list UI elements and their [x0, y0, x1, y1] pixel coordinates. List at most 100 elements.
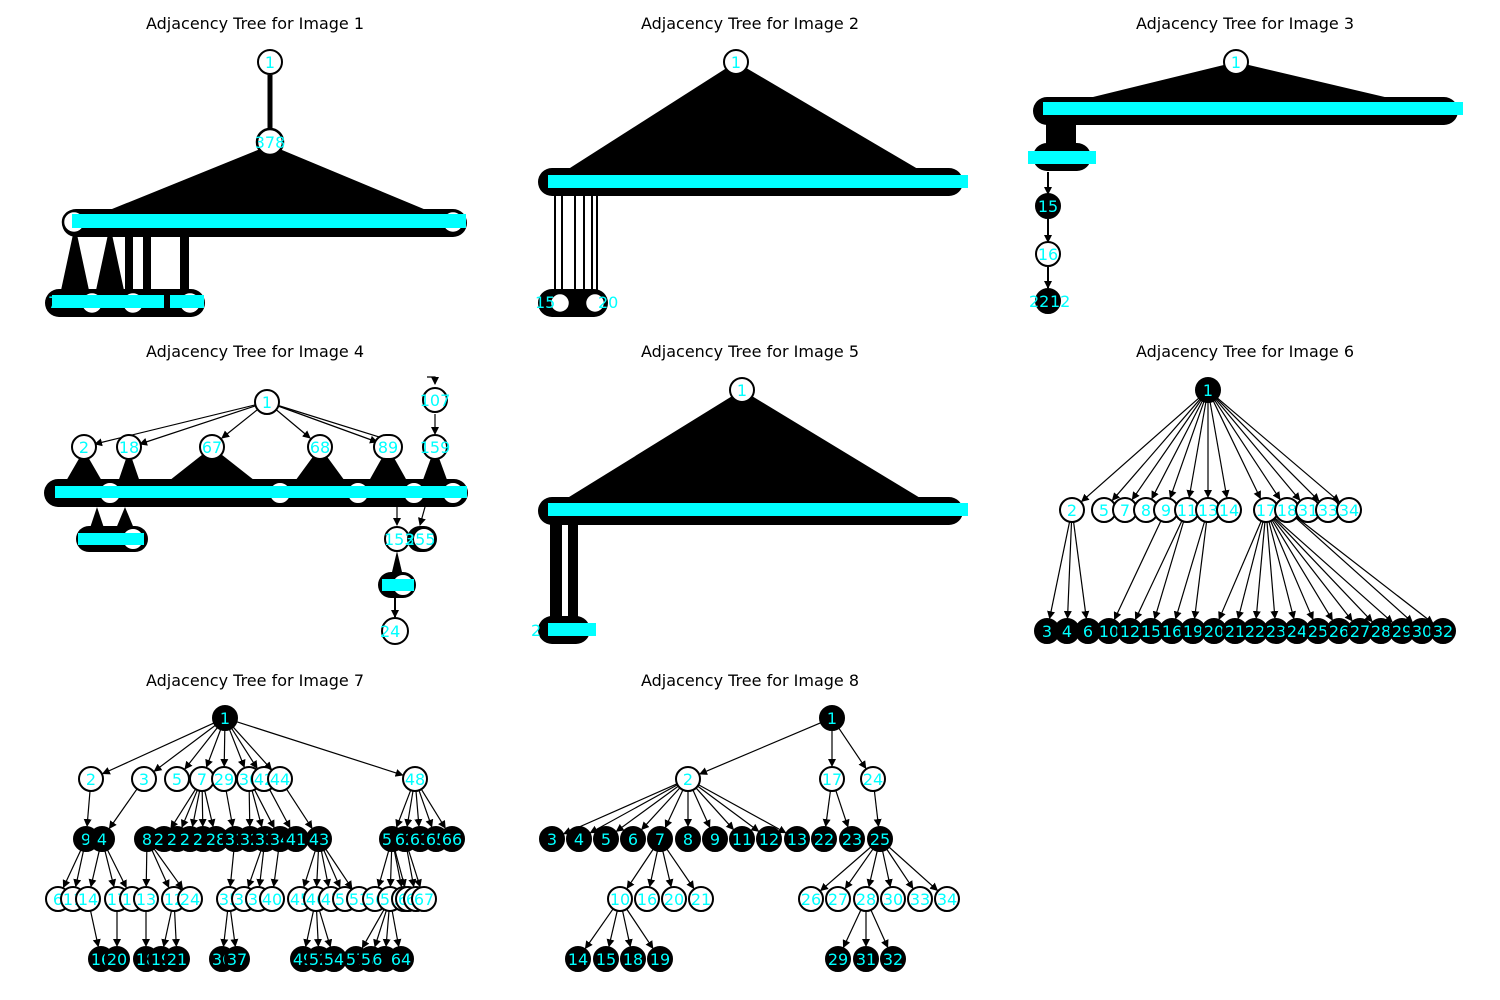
tree6-edge: [1273, 518, 1373, 623]
tree1-edge-bundle: [143, 225, 151, 295]
tree-node-label: 27: [1350, 622, 1370, 641]
tree-node-label: 28: [856, 890, 876, 909]
tree-node-label: 20: [664, 890, 684, 909]
tree7-edge: [153, 724, 216, 772]
tree-node: [880, 886, 906, 912]
tree-node: [1336, 497, 1362, 523]
tree7-edge: [414, 790, 423, 828]
tree7-edge: [161, 910, 173, 948]
tree-node-label: 31: [856, 950, 876, 969]
tree6-graph: 12 5 7 8 9 11 13 14 17 18 31 33 343 4 6 10 12 15 16 19 20 21 2…: [1034, 377, 1456, 644]
tree-node: [548, 291, 572, 315]
tree-node-label: 31: [1298, 501, 1318, 520]
tree-node-label: 30: [883, 890, 903, 909]
tree4-edge: [139, 401, 268, 446]
tree6-edge: [1296, 516, 1434, 624]
tree-node-label: 3: [547, 830, 557, 849]
tree8-edge: [835, 790, 850, 828]
tree-node: [131, 766, 157, 792]
tree6-edge: [1209, 401, 1230, 499]
tree-node: [566, 826, 592, 852]
tree7-edge: [256, 850, 265, 888]
tree-node-label: 2: [1067, 501, 1077, 520]
tree-node-label: 4: [97, 830, 107, 849]
tree-node: [199, 434, 225, 460]
tree-node: [539, 826, 565, 852]
tree-node: [756, 826, 782, 852]
tree6-edge: [1080, 397, 1200, 503]
tree8-edge: [662, 850, 674, 888]
tree4-node-label: 24: [380, 622, 400, 641]
tree-node: [1195, 377, 1221, 403]
tree-node-label: 14: [78, 890, 98, 909]
tree-node: [620, 946, 646, 972]
tree6-edge: [1212, 400, 1261, 500]
tree7-edge: [391, 910, 402, 948]
tree6-edge: [1134, 520, 1183, 621]
tree-node: [381, 617, 409, 645]
tree-node-label: 11: [732, 830, 752, 849]
tree7-edge: [318, 910, 333, 948]
tree-node-label: 24: [1287, 622, 1307, 641]
tree8-edge: [842, 909, 862, 949]
tree8-edge: [584, 908, 614, 950]
tree-node: [819, 705, 845, 731]
tree7-edge: [386, 850, 395, 888]
tree8-edge: [626, 908, 654, 950]
tree-node: [104, 946, 130, 972]
tree8-edge: [881, 850, 893, 888]
tree-node: [439, 826, 465, 852]
tree-node: [784, 826, 810, 852]
tree-node-label: 48: [405, 770, 425, 789]
tree-node-label: 14: [1219, 501, 1239, 520]
tree4-overlapping-labels: [382, 579, 414, 591]
tree-node: [867, 826, 893, 852]
tree-node-label: 67: [414, 890, 434, 909]
tree-node-label: 13: [787, 830, 807, 849]
tree3-mid-label: 15: [1038, 197, 1058, 216]
panel-title-tree3: Adjacency Tree for Image 3: [1136, 14, 1354, 33]
tree-node-label: 16: [637, 890, 657, 909]
tree-node: [1059, 497, 1085, 523]
tree7-edge: [230, 727, 258, 769]
tree1-overlapping-labels: [52, 295, 164, 308]
tree-node: [607, 886, 633, 912]
tree-node: [688, 886, 714, 912]
tree7-edge: [104, 850, 117, 888]
tree-node-label: 32: [1433, 622, 1453, 641]
tree6-edge: [1272, 519, 1353, 622]
tree6-edge: [1266, 521, 1279, 620]
panel-title-tree1: Adjacency Tree for Image 1: [146, 14, 364, 33]
tree8-edge: [562, 783, 678, 835]
tree7-edge: [302, 850, 316, 888]
tree7-edge: [229, 910, 239, 948]
tree1-bottom-label: 7: [48, 293, 58, 312]
tree-node-label: 54: [324, 950, 344, 969]
tree-node: [593, 946, 619, 972]
tree-node: [729, 826, 755, 852]
tree-node-label: 9: [1161, 501, 1171, 520]
tree6-edge: [1295, 517, 1414, 623]
tree8-edge: [822, 790, 832, 828]
tree7-edge: [270, 850, 280, 888]
tree8-edge: [838, 727, 867, 770]
tree6-edge: [1236, 521, 1264, 620]
tree6-edge: [1218, 520, 1262, 620]
tree-node-label: 41: [286, 830, 306, 849]
tree-node-label: 10: [1099, 622, 1119, 641]
tree7-edge: [320, 850, 332, 888]
tree8-edge: [692, 789, 711, 829]
tree8-edge: [698, 784, 787, 834]
tree-node-label: 43: [309, 830, 329, 849]
tree-node-label: 28: [1371, 622, 1391, 641]
tree-node: [647, 946, 673, 972]
tree3-graph: 15 16 22 12 1: [1028, 49, 1463, 314]
tree7-edge: [88, 850, 100, 888]
tree-node-label: 15: [596, 950, 616, 969]
tree1-edge-bundle: [125, 225, 133, 295]
tree7-edge: [395, 789, 412, 828]
tree4-node-label: 1: [262, 393, 272, 412]
tree-node-label: 18: [623, 950, 643, 969]
panel-title-tree6: Adjacency Tree for Image 6: [1136, 342, 1354, 361]
tree-node: [255, 127, 285, 157]
